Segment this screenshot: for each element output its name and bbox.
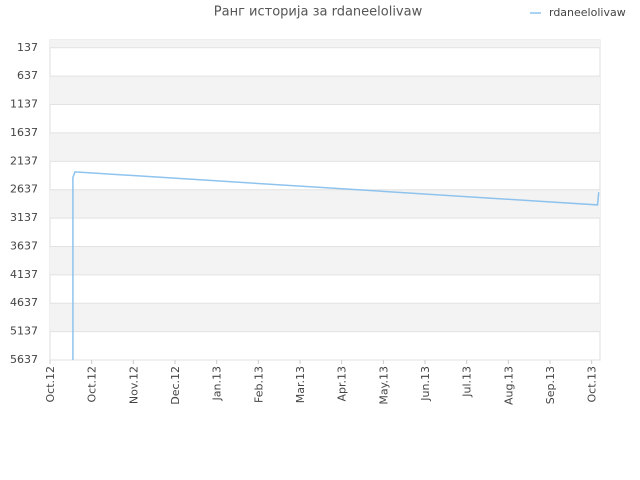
y-tick-label: 1637 [10, 126, 38, 139]
x-tick-label: Oct.13 [586, 366, 599, 403]
x-tick-label: Jan.13 [211, 366, 224, 401]
y-tick-label: 3637 [10, 239, 38, 252]
y-tick-label: 4137 [10, 268, 38, 281]
y-tick-label: 3137 [10, 211, 38, 224]
series-line [72, 171, 600, 360]
x-tick-label: Dec.12 [169, 366, 182, 405]
x-tick-label: May.13 [377, 366, 390, 405]
y-tick-label: 5137 [10, 325, 38, 338]
grid-band [50, 246, 600, 275]
x-tick-label: Jul.13 [461, 366, 474, 398]
grid-band [50, 132, 600, 162]
chart-title: Ранг историја за rdaneelolivaw [214, 5, 423, 20]
y-tick-label: 5637 [10, 353, 38, 366]
grid-band [50, 303, 600, 332]
y-tick-label: 2637 [10, 183, 38, 196]
x-tick-label: Oct.12 [44, 366, 57, 403]
y-tick-label: 137 [17, 41, 38, 54]
x-tick-label: Aug.13 [502, 366, 515, 405]
legend-label: rdaneelolivaw [549, 6, 626, 19]
grid-band [50, 76, 600, 105]
x-tick-label: Sep.13 [544, 366, 557, 404]
x-tick-label: Apr.13 [336, 366, 349, 402]
y-tick-label: 637 [17, 69, 38, 82]
y-tick-label: 2137 [10, 154, 38, 167]
y-tick-label: 4637 [10, 296, 38, 309]
grid-band [50, 40, 600, 48]
x-tick-label: Feb.13 [252, 366, 265, 403]
grid-band [50, 189, 600, 219]
y-tick-label: 1137 [10, 98, 38, 111]
x-tick-label: Nov.12 [127, 366, 140, 404]
x-tick-label: Oct.12 [86, 366, 99, 403]
x-tick-label: Jun.13 [419, 366, 432, 402]
x-tick-label: Mar.13 [294, 366, 307, 403]
